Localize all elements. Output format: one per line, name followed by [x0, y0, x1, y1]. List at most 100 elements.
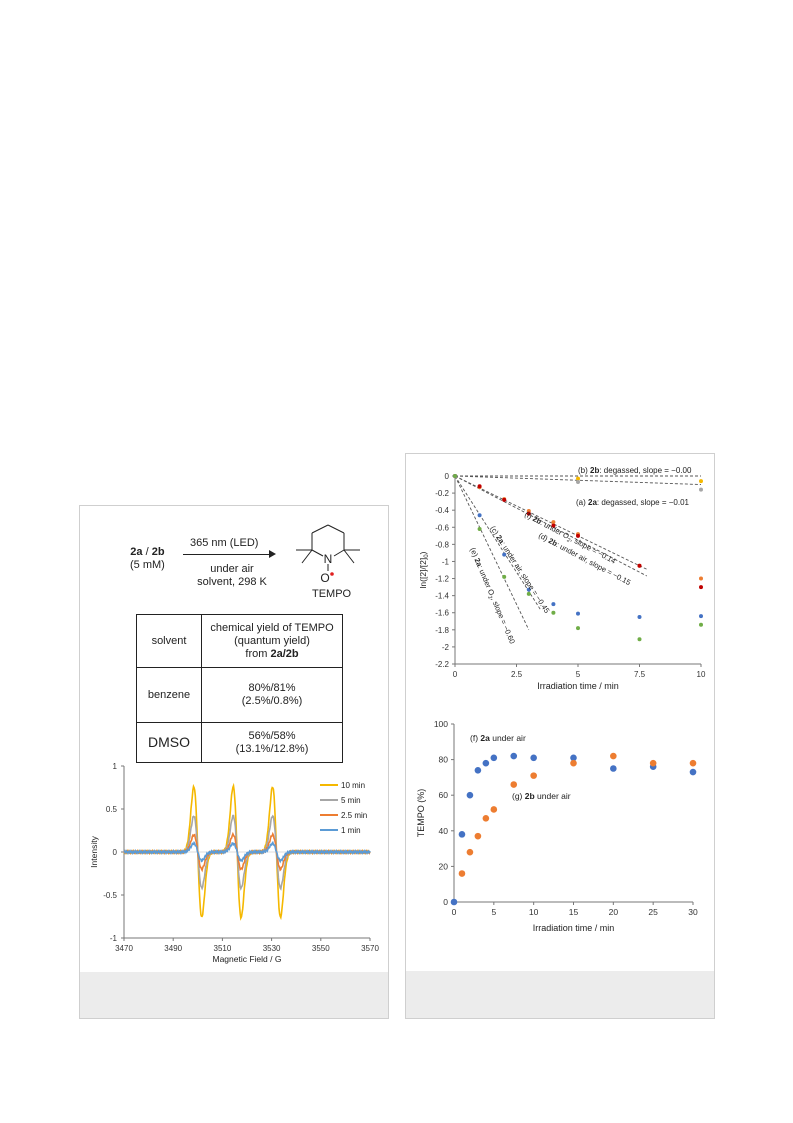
data-point — [490, 754, 498, 762]
left-panel: 2a / 2b (5 mM) 365 nm (LED) under air so… — [79, 505, 389, 1019]
series-label: (f) 2a under air — [470, 733, 526, 743]
data-point — [637, 637, 642, 642]
reactant-label: 2a / 2b (5 mM) — [130, 546, 165, 572]
y-tick-label: 0 — [443, 897, 448, 907]
row-yield-value: 56%/58% — [248, 729, 296, 742]
x-tick-label: 30 — [688, 907, 698, 917]
data-point — [530, 754, 537, 762]
data-point — [450, 898, 458, 906]
fit-line — [454, 475, 530, 631]
annotation-label: (f) — [523, 510, 535, 522]
reaction-arrow — [183, 554, 271, 555]
y-tick-label: 100 — [434, 719, 448, 729]
row-yield: 56%/58% (13.1%/12.8%) — [201, 722, 343, 763]
legend-entry: 1 min — [341, 826, 361, 835]
data-point — [458, 870, 466, 877]
fit-line — [454, 475, 648, 570]
x-tick-label: 7.5 — [634, 670, 646, 679]
data-point — [699, 487, 703, 492]
data-point — [502, 574, 507, 579]
y-axis-title: Intensity — [89, 835, 99, 867]
data-point — [576, 611, 580, 616]
row-quantum-yield: (2.5%/0.8%) — [241, 695, 303, 707]
data-point — [458, 831, 466, 838]
y-tick-label: -1.2 — [435, 575, 449, 584]
annotation-compound: 2b — [547, 536, 559, 548]
kinetics-chart: 0 -0.2 -0.4 -0.6 -0.8 -1 -1.2 -1.4 -1.6 -1.8 -2 -2.… — [418, 466, 706, 691]
table-header-row: solvent chemical yield of TEMPO (quantum… — [136, 614, 343, 668]
series-label-condition: under air — [490, 733, 526, 743]
y-tick-label: -1.8 — [435, 626, 449, 635]
header-yield-line1: chemical yield of TEMPO — [210, 621, 334, 634]
annotation-subscript: 2 — [486, 595, 493, 600]
y-tick-label: -0.5 — [103, 891, 117, 900]
data-point — [526, 587, 531, 592]
y-tick-label: 1 — [113, 762, 118, 771]
legend-entry: 2.5 min — [341, 811, 367, 820]
data-point — [551, 602, 556, 607]
row-solvent: benzene — [136, 667, 202, 723]
data-point — [689, 768, 697, 776]
table-row: benzene 80%/81% (2.5%/0.8%) — [136, 667, 343, 723]
x-tick-label: 10 — [697, 670, 706, 679]
data-point — [551, 523, 556, 528]
right-panel-footer — [406, 971, 714, 1018]
x-tick-label: 20 — [609, 907, 619, 917]
y-tick-label: -1 — [110, 934, 118, 943]
header-yield: chemical yield of TEMPO (quantum yield) … — [201, 614, 343, 668]
data-point — [610, 765, 617, 772]
data-point — [474, 832, 482, 840]
data-point — [477, 484, 482, 489]
data-point — [482, 815, 490, 822]
data-point — [530, 772, 537, 779]
y-tick-label: -2 — [442, 643, 450, 652]
y-tick-label: 0.5 — [106, 805, 118, 814]
x-axis-title: Irradiation time / min — [537, 681, 619, 691]
x-tick-label: 3490 — [164, 944, 182, 953]
x-tick-label: 3470 — [115, 944, 133, 953]
y-tick-label: -1 — [442, 557, 450, 566]
data-point — [689, 759, 697, 767]
series-label-compound: 2b — [525, 791, 535, 801]
y-tick-label: -0.6 — [435, 523, 449, 532]
arrow-head — [269, 550, 276, 558]
y-axis-title: TEMPO (%) — [416, 789, 426, 838]
y-tick-label: -2.2 — [435, 660, 449, 669]
oxygen-label: O — [320, 571, 329, 585]
data-point — [466, 791, 474, 799]
reactant-a: 2a — [130, 546, 143, 558]
x-tick-label: 10 — [529, 907, 539, 917]
annotation-condition: : under O — [476, 564, 497, 596]
nitrogen-label: N — [324, 552, 333, 566]
x-tick-label: 2.5 — [511, 670, 523, 679]
legend-entry: 5 min — [341, 796, 361, 805]
annotation-compound: 2a — [473, 557, 485, 569]
y-tick-label: 60 — [439, 790, 449, 800]
y-tick-label: 0 — [113, 848, 118, 857]
arrow-condition-bottom: under air solvent, 298 K — [191, 563, 273, 589]
annotation-condition: : under air, slope = −0.45 — [499, 540, 552, 614]
fit-line — [454, 475, 702, 485]
y-axis-title-sub: 0 — [424, 554, 430, 558]
data-point — [510, 781, 518, 788]
data-point — [502, 497, 507, 502]
annotation-slope: , slope = −0.60 — [489, 596, 517, 645]
tempo-structure: N O — [296, 524, 360, 585]
fit-line — [454, 475, 648, 577]
annotation-compound: 2b — [590, 466, 599, 475]
slope-annotation: (a) 2a: degassed, slope = −0.01 — [576, 498, 690, 507]
series-label-compound: 2a — [480, 733, 490, 743]
x-tick-label: 15 — [569, 907, 579, 917]
series-label-key: (f) — [470, 733, 480, 743]
condition-atmosphere: under air — [210, 563, 254, 575]
data-point — [699, 479, 703, 484]
reactant-separator: / — [142, 546, 152, 558]
header-yield-line2: (quantum yield) — [234, 634, 310, 647]
left-panel-footer — [80, 972, 388, 1018]
annotation-condition: : degassed, slope = −0.01 — [597, 498, 690, 507]
x-axis-title: Magnetic Field / G — [213, 954, 282, 964]
annotation-compound: 2a — [588, 498, 597, 507]
x-tick-label: 0 — [452, 907, 457, 917]
header-yield-bold: 2a/2b — [270, 647, 299, 660]
